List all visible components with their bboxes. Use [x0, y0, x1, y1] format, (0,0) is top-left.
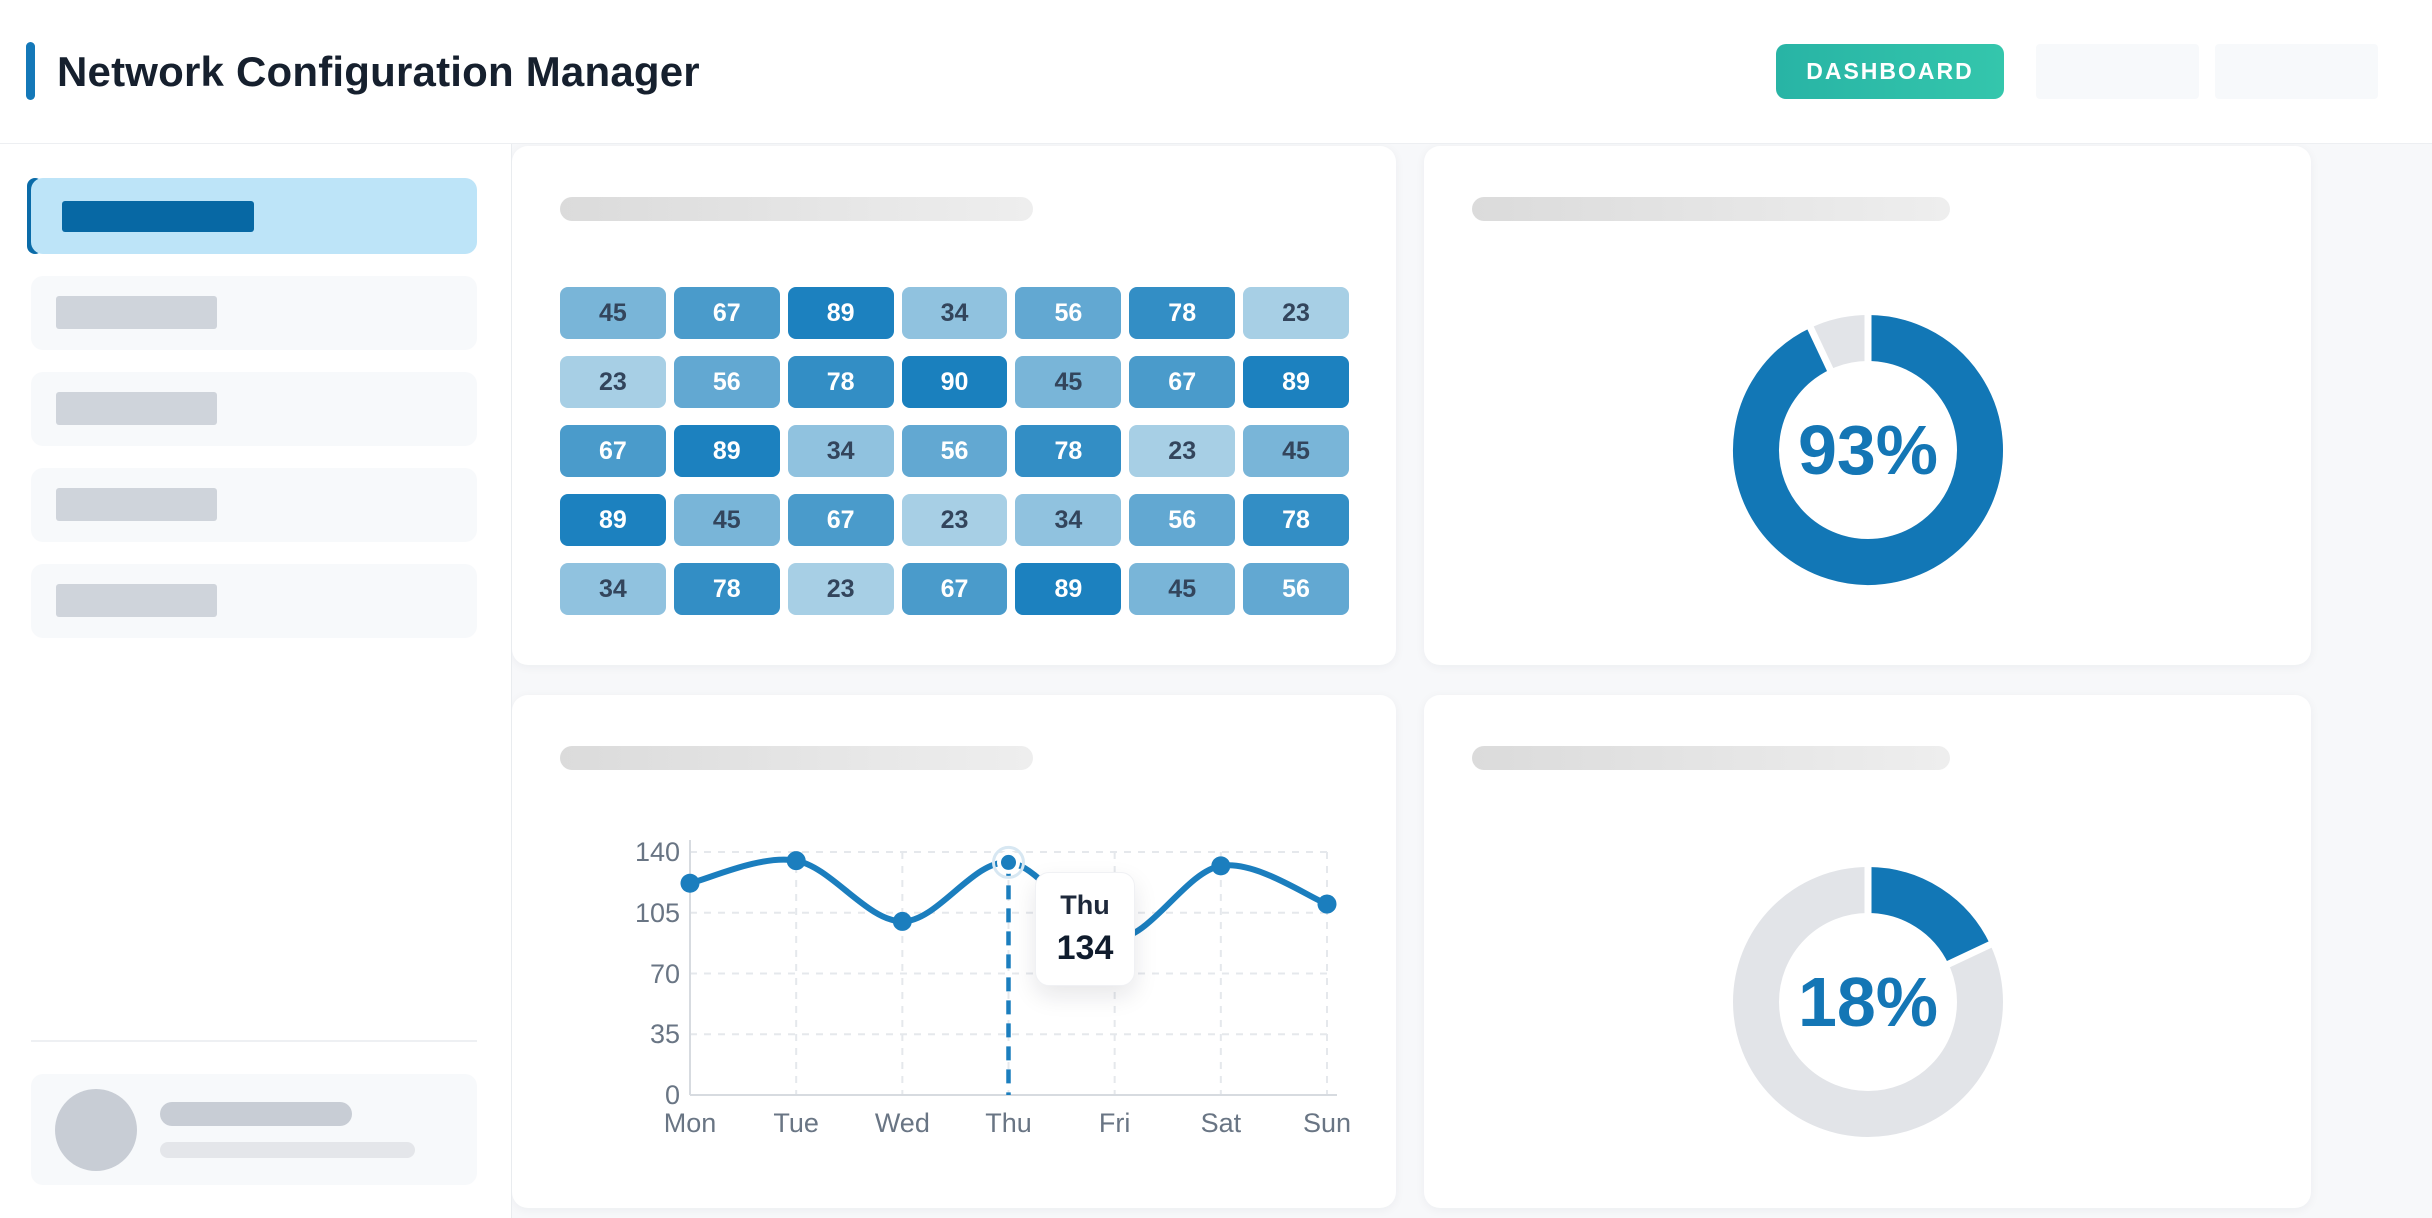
donut-ring — [1733, 312, 2003, 585]
heatmap-cell: 56 — [1243, 563, 1349, 615]
sidebar-divider — [31, 1040, 477, 1042]
chart-tooltip: Thu 134 — [1035, 872, 1135, 986]
header-nav-placeholder-2[interactable] — [2215, 44, 2378, 99]
page-title: Network Configuration Manager — [57, 47, 700, 95]
heatmap-cell: 78 — [787, 356, 894, 408]
heatmap-cell: 90 — [901, 356, 1008, 408]
heatmap-cell: 34 — [901, 287, 1008, 339]
user-profile-card[interactable] — [31, 1074, 477, 1185]
heatmap-cell: 67 — [560, 425, 666, 477]
dashboard-button[interactable]: DASHBOARD — [1776, 44, 2004, 99]
user-name-placeholder — [160, 1102, 352, 1126]
avatar — [55, 1089, 137, 1171]
sidebar-item-label-placeholder — [56, 392, 217, 425]
heatmap-cell: 45 — [560, 287, 666, 339]
tooltip-day: Thu — [1060, 890, 1110, 920]
user-role-placeholder — [160, 1142, 415, 1158]
heatmap-cell: 67 — [1129, 356, 1236, 408]
heatmap-grid: 45 67 89 34 56 78 23 23 56 78 90 45 67 89 67 89 34 56 78 23… — [560, 287, 1349, 615]
sidebar-item-label-placeholder — [56, 296, 217, 329]
donut-percentage: 93% — [1797, 411, 1939, 489]
heatmap-cell: 89 — [673, 425, 780, 477]
gauge-card-bottom: 18% — [1424, 695, 2311, 1208]
active-item-label-placeholder — [62, 201, 254, 232]
active-item-background — [31, 178, 477, 254]
heatmap-cell: 45 — [1243, 425, 1349, 477]
heatmap-cell: 56 — [673, 356, 780, 408]
sidebar-item-label-placeholder — [56, 488, 217, 521]
heatmap-cell: 34 — [1015, 494, 1122, 546]
x-axis-label: Mon — [663, 1108, 717, 1138]
header-nav-placeholder-1[interactable] — [2036, 44, 2199, 99]
heatmap-cell: 56 — [1015, 287, 1122, 339]
heatmap-cell: 78 — [1015, 425, 1122, 477]
heatmap-cell: 23 — [787, 563, 894, 615]
heatmap-cell: 67 — [787, 494, 894, 546]
y-axis-tick: 140 — [634, 837, 680, 867]
sidebar-item-active[interactable] — [27, 178, 477, 254]
heatmap-cell: 78 — [673, 563, 780, 615]
card-title-placeholder — [560, 746, 1033, 770]
x-axis-label: Tue — [773, 1108, 819, 1138]
card-title-placeholder — [1472, 746, 1950, 770]
donut-percentage: 18% — [1797, 963, 1939, 1041]
sidebar-item-5[interactable] — [31, 564, 477, 638]
heatmap-cell: 45 — [1129, 563, 1236, 615]
donut-chart-93: 93% — [1732, 312, 2004, 586]
heatmap-cell: 67 — [901, 563, 1008, 615]
tooltip-value: 134 — [1056, 929, 1114, 967]
heatmap-cell: 67 — [673, 287, 780, 339]
y-axis-tick: 70 — [649, 958, 680, 989]
heatmap-cell: 23 — [1243, 287, 1349, 339]
x-axis-label: Wed — [874, 1108, 930, 1138]
sidebar-item-2[interactable] — [31, 276, 477, 350]
heatmap-cell: 23 — [1129, 425, 1236, 477]
gauge-card-top: 93% — [1424, 146, 2311, 665]
donut-ring — [1733, 864, 2003, 1137]
heatmap-cell: 56 — [1129, 494, 1236, 546]
x-axis-label: Thu — [985, 1108, 1032, 1138]
heatmap-cell: 89 — [787, 287, 894, 339]
y-axis-tick: 105 — [634, 897, 680, 928]
x-axis-label: Sun — [1302, 1108, 1352, 1138]
sidebar-item-4[interactable] — [31, 468, 477, 542]
line-chart-card: Thu 134 0 35 70 105 140 Mon Tue Wed Thu Fri Sat Sun — [512, 695, 1396, 1208]
heatmap-cell: 89 — [560, 494, 666, 546]
card-title-placeholder — [560, 197, 1033, 221]
y-axis-tick: 35 — [649, 1019, 680, 1050]
heatmap-cell: 34 — [560, 563, 666, 615]
heatmap-cell: 45 — [673, 494, 780, 546]
heatmap-cell: 78 — [1129, 287, 1236, 339]
heatmap-cell: 78 — [1243, 494, 1349, 546]
heatmap-cell: 56 — [901, 425, 1008, 477]
title-accent-bar — [26, 42, 35, 100]
heatmap-cell: 45 — [1015, 356, 1122, 408]
header: Network Configuration Manager DASHBOARD — [0, 0, 2432, 144]
donut-chart-18: 18% — [1732, 864, 2004, 1138]
heatmap-cell: 89 — [1243, 356, 1349, 408]
sidebar — [0, 143, 512, 1218]
heatmap-card: 45 67 89 34 56 78 23 23 56 78 90 45 67 89 67 89 34 56 78 23… — [512, 146, 1396, 665]
heatmap-cell: 89 — [1015, 563, 1122, 615]
heatmap-cell: 23 — [901, 494, 1008, 546]
sidebar-item-3[interactable] — [31, 372, 477, 446]
card-title-placeholder — [1472, 197, 1950, 221]
sidebar-item-label-placeholder — [56, 584, 217, 617]
heatmap-cell: 23 — [560, 356, 666, 408]
x-axis-label: Fri — [1098, 1108, 1131, 1138]
x-axis-label: Sat — [1200, 1108, 1242, 1138]
heatmap-cell: 34 — [787, 425, 894, 477]
y-axis-tick: 0 — [664, 1080, 680, 1110]
